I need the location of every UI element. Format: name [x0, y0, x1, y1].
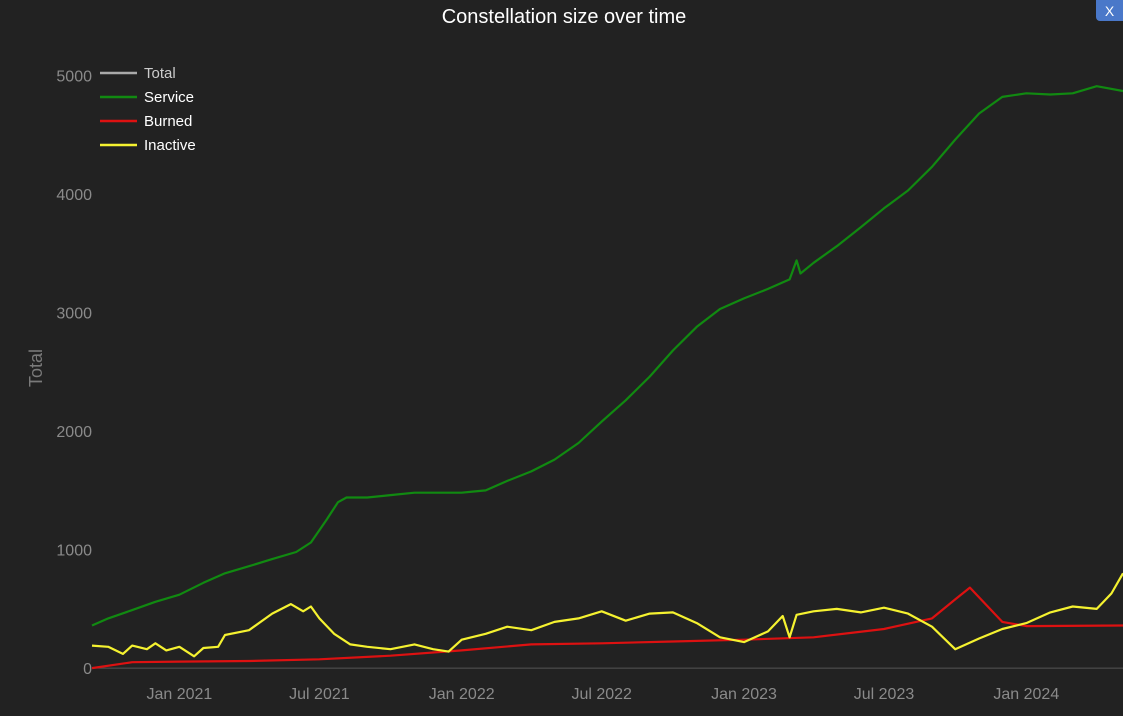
- x-tick-label: Jan 2022: [429, 686, 495, 703]
- y-axis-label: Total: [26, 349, 46, 387]
- y-tick-label: 3000: [56, 306, 92, 323]
- y-tick-label: 4000: [56, 187, 92, 204]
- y-tick-label: 5000: [56, 69, 92, 86]
- close-button[interactable]: X: [1096, 0, 1123, 21]
- x-tick-label: Jul 2021: [289, 686, 350, 703]
- legend-label: Burned: [144, 113, 192, 130]
- x-tick-label: Jan 2021: [146, 686, 212, 703]
- x-tick-label: Jan 2024: [993, 686, 1059, 703]
- y-tick-label: 1000: [56, 543, 92, 560]
- legend-label: Service: [144, 89, 194, 106]
- legend-item-burned[interactable]: Burned: [100, 113, 192, 130]
- x-axis: Jan 2021 Jul 2021 Jan 2022 Jul 2022 Jan 2023…: [146, 686, 1059, 703]
- series-line-burned: [91, 586, 1123, 670]
- series-line-inactive: [91, 572, 1123, 658]
- plot-area: [91, 85, 1123, 670]
- x-tick-label: Jan 2023: [711, 686, 777, 703]
- legend-item-inactive[interactable]: Inactive: [100, 137, 196, 154]
- legend[interactable]: Total Service Burned Inactive: [100, 65, 196, 154]
- y-axis: 0 1000 2000 3000 4000 5000: [56, 69, 92, 679]
- legend-item-total[interactable]: Total: [100, 65, 176, 82]
- y-tick-label: 2000: [56, 424, 92, 441]
- legend-item-service[interactable]: Service: [100, 89, 194, 106]
- legend-label: Inactive: [144, 137, 196, 154]
- x-tick-label: Jul 2023: [854, 686, 915, 703]
- x-tick-label: Jul 2022: [571, 686, 632, 703]
- chart-title: Constellation size over time: [442, 6, 687, 28]
- y-tick-label: 0: [83, 661, 92, 678]
- legend-label: Total: [144, 65, 176, 82]
- series-line-service: [91, 85, 1123, 627]
